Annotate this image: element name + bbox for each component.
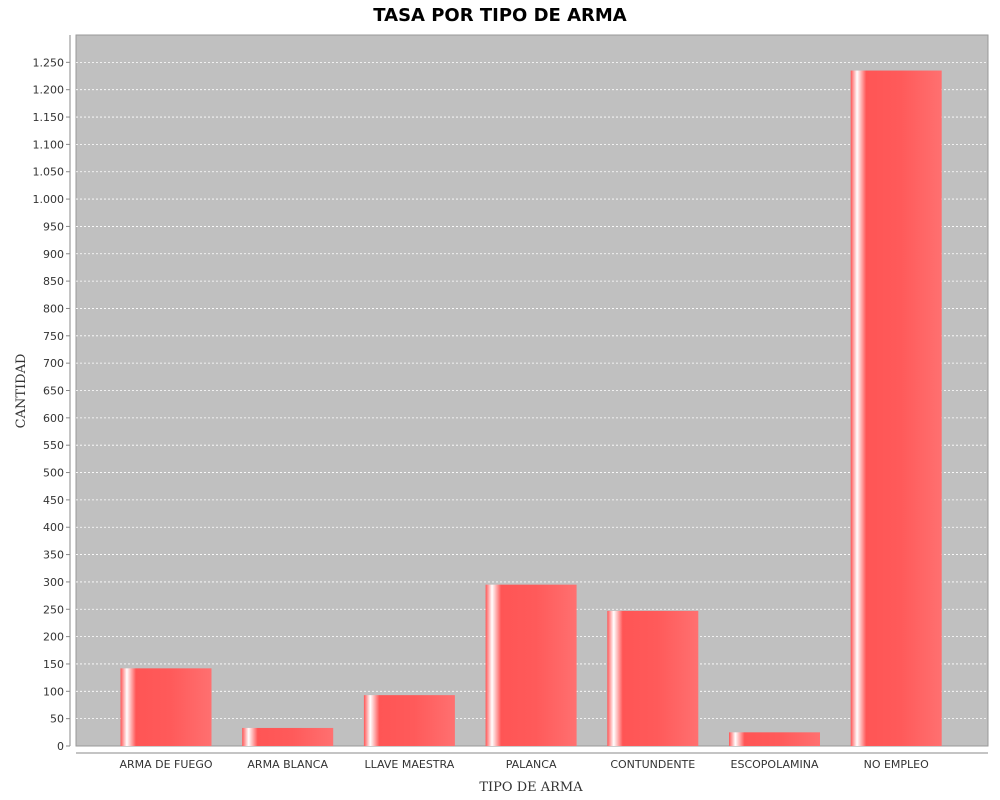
x-tick-label: ARMA DE FUEGO [119, 758, 212, 771]
y-tick-label: 350 [43, 549, 64, 562]
y-tick-label: 1.050 [33, 166, 65, 179]
y-tick-label: 50 [50, 713, 64, 726]
y-tick-label: 400 [43, 521, 64, 534]
y-tick-label: 1.200 [33, 84, 65, 97]
chart-title: TASA POR TIPO DE ARMA [373, 5, 627, 26]
x-axis: ARMA DE FUEGO ARMA BLANCA LLAVE MAESTRA PAL… [76, 752, 988, 771]
y-tick-label: 950 [43, 220, 64, 233]
y-tick-label: 1.150 [33, 111, 65, 124]
y-tick-label: 700 [43, 357, 64, 370]
bar [363, 695, 455, 746]
y-tick-label: 450 [43, 494, 64, 507]
y-tick-label: 1.250 [33, 56, 65, 69]
y-tick-label: 1.000 [33, 193, 65, 206]
x-tick-label: NO EMPLEO [864, 758, 930, 771]
bar [607, 610, 699, 746]
x-tick-label: PALANCA [506, 758, 557, 771]
y-tick-label: 750 [43, 330, 64, 343]
y-tick-label: 300 [43, 576, 64, 589]
y-tick-label: 550 [43, 439, 64, 452]
gridlines [76, 61, 988, 720]
bar [729, 732, 820, 746]
y-tick-label: 600 [43, 412, 64, 425]
bar [242, 727, 334, 746]
y-axis-title: CANTIDAD [14, 354, 29, 429]
y-tick-label: 250 [43, 603, 64, 616]
y-tick-label: 650 [43, 385, 64, 398]
x-tick-label: ARMA BLANCA [247, 758, 328, 771]
bar [485, 584, 577, 746]
y-tick-label: 500 [43, 467, 64, 480]
x-tick-label: LLAVE MAESTRA [365, 758, 455, 771]
y-tick-label: 150 [43, 658, 64, 671]
x-axis-title: TIPO DE ARMA [479, 780, 583, 795]
y-tick-label: 200 [43, 631, 64, 644]
bar [850, 70, 942, 747]
y-axis: 0 50 100 150 200 250 300 350 400 450 500 550 600 650 7… [33, 35, 71, 753]
y-tick-label: 800 [43, 302, 64, 315]
y-tick-label: 900 [43, 248, 64, 261]
x-tick-label: CONTUNDENTE [610, 758, 695, 771]
x-tick-label: ESCOPOLAMINA [731, 758, 819, 771]
y-tick-label: 850 [43, 275, 64, 288]
y-tick-label: 1.100 [33, 138, 65, 151]
bars [120, 70, 942, 747]
y-tick-label: 0 [57, 740, 64, 753]
bar [120, 668, 212, 746]
y-tick-label: 100 [43, 685, 64, 698]
